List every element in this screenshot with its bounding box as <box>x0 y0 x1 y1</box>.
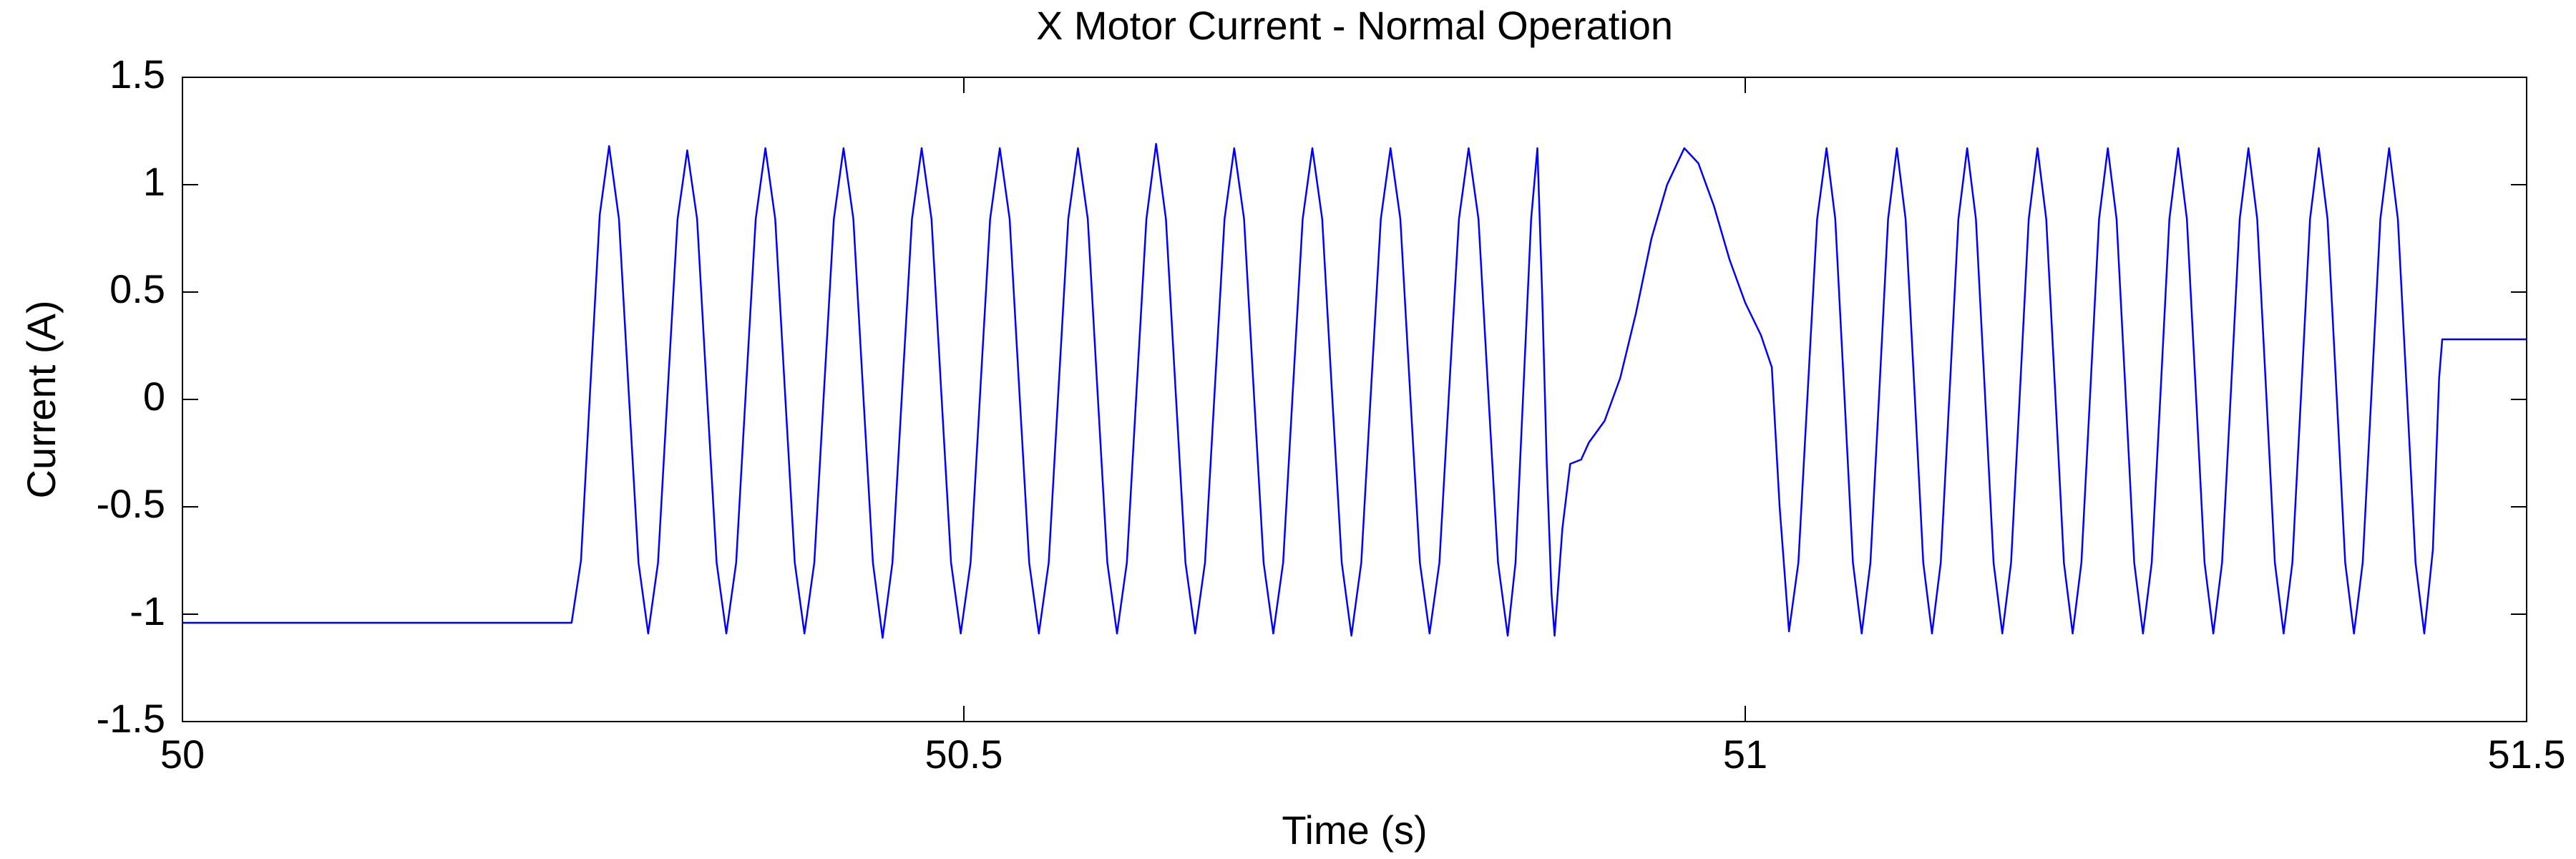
x-tick-label: 50.5 <box>925 732 1003 777</box>
x-tick-label: 50 <box>160 732 205 777</box>
y-tick-label: -1 <box>130 588 165 634</box>
plot-frame <box>182 77 2527 722</box>
x-tick-label: 51.5 <box>2488 732 2566 777</box>
y-tick-label: 0.5 <box>109 266 165 311</box>
y-tick-label: 0 <box>143 374 165 419</box>
chart-title: X Motor Current - Normal Operation <box>1036 3 1673 48</box>
y-tick-label: -0.5 <box>97 481 166 526</box>
data-line <box>182 142 2527 639</box>
y-tick-label: 1 <box>143 159 165 204</box>
y-tick-label: -1.5 <box>97 696 166 741</box>
y-tick-label: 1.5 <box>109 52 165 97</box>
x-tick-label: 51 <box>1723 732 1767 777</box>
y-axis-label: Current (A) <box>19 301 64 499</box>
x-axis-label: Time (s) <box>1282 807 1427 853</box>
